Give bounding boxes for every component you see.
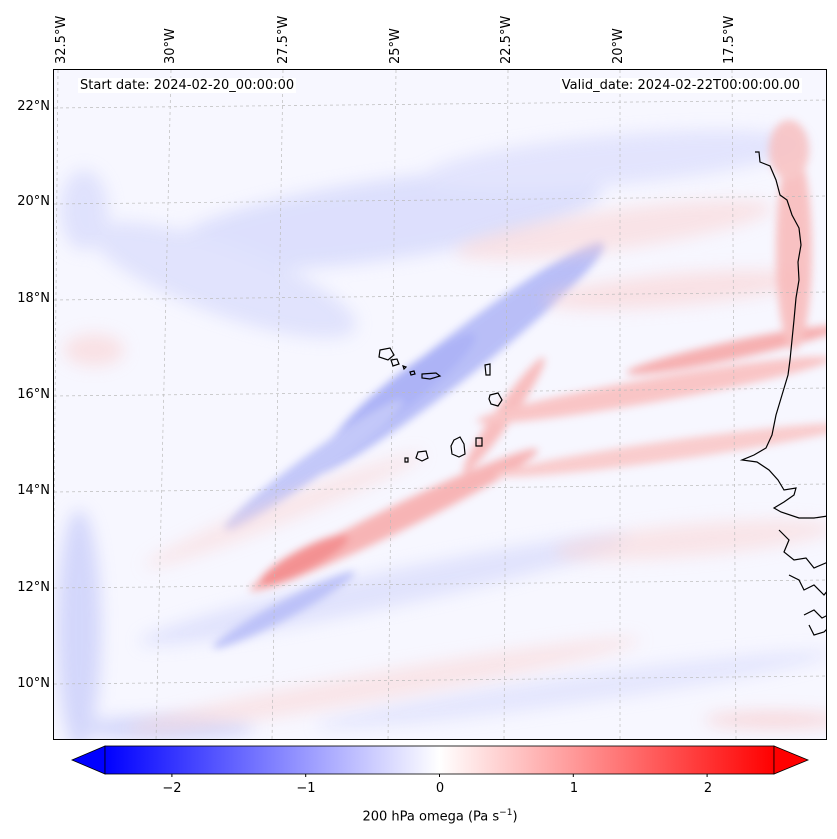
colorbar-extend-high bbox=[773, 745, 810, 775]
lat-label-20n: 20°N bbox=[17, 194, 50, 209]
colorbar-extend-low bbox=[70, 745, 106, 775]
colorbar bbox=[70, 745, 810, 777]
valid-date-label: Valid_date: 2024-02-22T00:00:00.00 bbox=[559, 78, 802, 93]
map-panel bbox=[53, 69, 827, 740]
colorbar-tick-2: 2 bbox=[703, 781, 713, 796]
lat-label-18n: 18°N bbox=[17, 291, 50, 306]
omega-field-map bbox=[54, 70, 826, 739]
lon-label-25w: 25°W bbox=[388, 28, 403, 64]
lat-label-14n: 14°N bbox=[17, 483, 50, 498]
lon-label-32.5w: 32.5°W bbox=[54, 15, 69, 64]
lon-label-30w: 30°W bbox=[163, 28, 178, 64]
lat-label-16n: 16°N bbox=[17, 387, 50, 402]
omega-field-shading bbox=[57, 120, 826, 739]
graticule-lines bbox=[54, 70, 826, 739]
coastline-shapes bbox=[378, 151, 826, 636]
lon-label-27.5w: 27.5°W bbox=[276, 15, 291, 64]
colorbar-label-main: 200 hPa omega (Pa s bbox=[362, 809, 500, 825]
lon-label-22.5w: 22.5°W bbox=[499, 15, 514, 64]
lat-label-12n: 12°N bbox=[17, 580, 50, 595]
lon-label-20w: 20°W bbox=[611, 28, 626, 64]
colorbar-tick-neg1: −1 bbox=[296, 781, 316, 796]
colorbar-tick-1: 1 bbox=[569, 781, 579, 796]
start-date-label: Start date: 2024-02-20_00:00:00 bbox=[78, 78, 297, 93]
colorbar-label: 200 hPa omega (Pa s−1) bbox=[0, 808, 837, 824]
lat-label-22n: 22°N bbox=[17, 99, 50, 114]
colorbar-label-sup: −1 bbox=[499, 808, 513, 818]
colorbar-label-end: ) bbox=[512, 809, 518, 825]
colorbar-gradient bbox=[104, 745, 775, 775]
colorbar-tick-0: 0 bbox=[435, 781, 445, 796]
lat-label-10n: 10°N bbox=[17, 676, 50, 691]
colorbar-tick-neg2: −2 bbox=[162, 781, 182, 796]
lon-label-17.5w: 17.5°W bbox=[722, 15, 737, 64]
